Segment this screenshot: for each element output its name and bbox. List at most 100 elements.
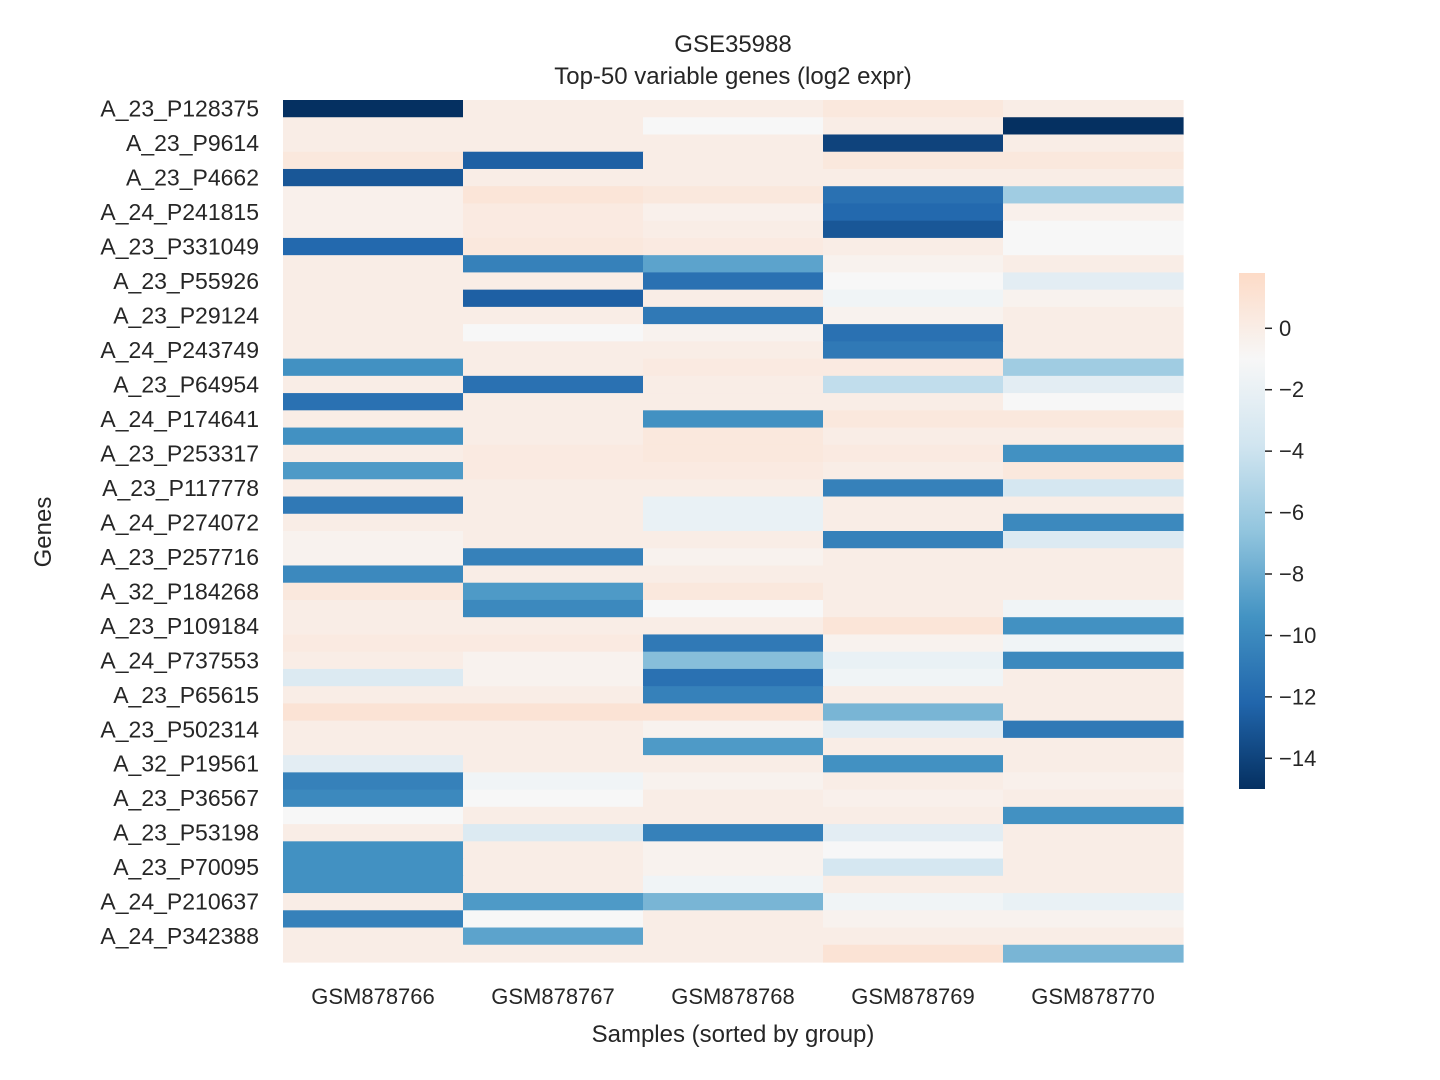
x-tick-label: GSM878766 xyxy=(311,984,435,1009)
heatmap-cell xyxy=(823,220,1004,239)
heatmap-cell xyxy=(463,841,644,860)
heatmap-cell xyxy=(1003,496,1184,515)
heatmap-cell xyxy=(1003,255,1184,273)
colorbar-tick-label: −4 xyxy=(1279,439,1304,464)
x-tick-label: GSM878767 xyxy=(491,984,615,1009)
heatmap-cell xyxy=(823,255,1004,273)
heatmap-cell xyxy=(283,703,464,722)
heatmap-cell xyxy=(643,910,824,929)
heatmap-cell xyxy=(283,341,464,360)
heatmap-cell xyxy=(823,168,1004,187)
heatmap-cell xyxy=(283,582,464,601)
heatmap-cell xyxy=(823,841,1004,860)
heatmap-cell xyxy=(283,772,464,791)
heatmap-cell xyxy=(283,306,464,325)
y-tick-label: A_24_P737553 xyxy=(100,647,259,673)
y-tick-label: A_23_P257716 xyxy=(100,544,259,570)
colorbar-tick-label: −8 xyxy=(1279,562,1304,587)
x-tick-label: GSM878770 xyxy=(1031,984,1155,1009)
y-tick-label: A_23_P29124 xyxy=(113,303,259,329)
heatmap-cell xyxy=(1003,548,1184,567)
heatmap-cell xyxy=(1003,203,1184,222)
heatmap-cell xyxy=(463,720,644,739)
y-tick-label: A_23_P55926 xyxy=(113,268,259,294)
heatmap-cell xyxy=(823,772,1004,791)
heatmap-cell xyxy=(283,824,464,842)
heatmap-cell xyxy=(823,599,1004,618)
y-tick-label: A_24_P274072 xyxy=(100,509,259,535)
heatmap-cell xyxy=(823,582,1004,601)
chart-title: GSE35988 xyxy=(674,31,791,58)
heatmap-cell xyxy=(463,927,644,946)
heatmap-cell xyxy=(463,341,644,360)
y-tick-label: A_23_P502314 xyxy=(100,716,259,742)
heatmap-cell xyxy=(643,341,824,360)
heatmap-cell xyxy=(823,944,1004,963)
heatmap-cell xyxy=(643,324,824,342)
heatmap-cell xyxy=(463,358,644,377)
heatmap-cell xyxy=(463,444,644,463)
y-tick-label: A_24_P243749 xyxy=(100,337,259,363)
heatmap-cell xyxy=(283,565,464,584)
heatmap-cell xyxy=(823,686,1004,704)
heatmap-cell xyxy=(463,565,644,584)
heatmap-cell xyxy=(463,875,644,894)
heatmap-cells xyxy=(283,100,1184,963)
heatmap-cell xyxy=(463,237,644,256)
heatmap-cell xyxy=(643,634,824,653)
heatmap-cell xyxy=(643,599,824,618)
heatmap-cell xyxy=(643,220,824,239)
x-tick-labels: GSM878766 GSM878767 GSM878768 GSM878769 GSM8… xyxy=(311,984,1155,1009)
heatmap-cell xyxy=(1003,927,1184,946)
heatmap-cell xyxy=(823,306,1004,325)
heatmap-cell xyxy=(463,858,644,877)
heatmap-cell xyxy=(463,479,644,498)
heatmap-cell xyxy=(823,237,1004,256)
heatmap-cell xyxy=(1003,306,1184,325)
heatmap-cell xyxy=(1003,789,1184,808)
heatmap-cell xyxy=(643,651,824,670)
heatmap-cell xyxy=(643,375,824,394)
heatmap-cell xyxy=(463,393,644,411)
y-tick-label: A_32_P19561 xyxy=(113,751,259,777)
heatmap-cell xyxy=(463,789,644,808)
heatmap-cell xyxy=(283,168,464,187)
heatmap-cell xyxy=(463,462,644,480)
heatmap-cell xyxy=(643,617,824,636)
heatmap-cell xyxy=(283,272,464,291)
heatmap-cell xyxy=(643,772,824,791)
heatmap-cell xyxy=(823,565,1004,584)
heatmap-cell xyxy=(1003,117,1184,136)
heatmap-cell xyxy=(1003,341,1184,360)
heatmap-cell xyxy=(643,358,824,377)
heatmap-cell xyxy=(283,237,464,256)
heatmap-cell xyxy=(463,737,644,756)
heatmap-cell xyxy=(823,203,1004,222)
heatmap-cell xyxy=(823,496,1004,515)
heatmap-cell xyxy=(283,220,464,239)
heatmap-cell xyxy=(1003,824,1184,842)
heatmap-cell xyxy=(823,444,1004,463)
heatmap-cell xyxy=(643,203,824,222)
heatmap-cell xyxy=(463,117,644,136)
heatmap-cell xyxy=(643,824,824,842)
heatmap-cell xyxy=(283,513,464,532)
heatmap-cell xyxy=(283,479,464,498)
heatmap-cell xyxy=(1003,617,1184,636)
heatmap-cell xyxy=(463,531,644,549)
heatmap-cell xyxy=(463,824,644,842)
heatmap-cell xyxy=(823,720,1004,739)
heatmap-cell xyxy=(283,841,464,860)
heatmap-cell xyxy=(823,324,1004,342)
y-tick-label: A_23_P70095 xyxy=(113,854,259,880)
heatmap-cell xyxy=(463,634,644,653)
colorbar-tick-label: −6 xyxy=(1279,500,1304,525)
heatmap-cell xyxy=(643,410,824,429)
heatmap-cell xyxy=(283,410,464,429)
heatmap-cell xyxy=(643,255,824,273)
y-tick-label: A_32_P184268 xyxy=(100,578,259,604)
y-tick-label: A_24_P174641 xyxy=(100,406,259,432)
heatmap-cell xyxy=(1003,910,1184,929)
heatmap-cell xyxy=(283,134,464,153)
heatmap-cell xyxy=(463,893,644,911)
